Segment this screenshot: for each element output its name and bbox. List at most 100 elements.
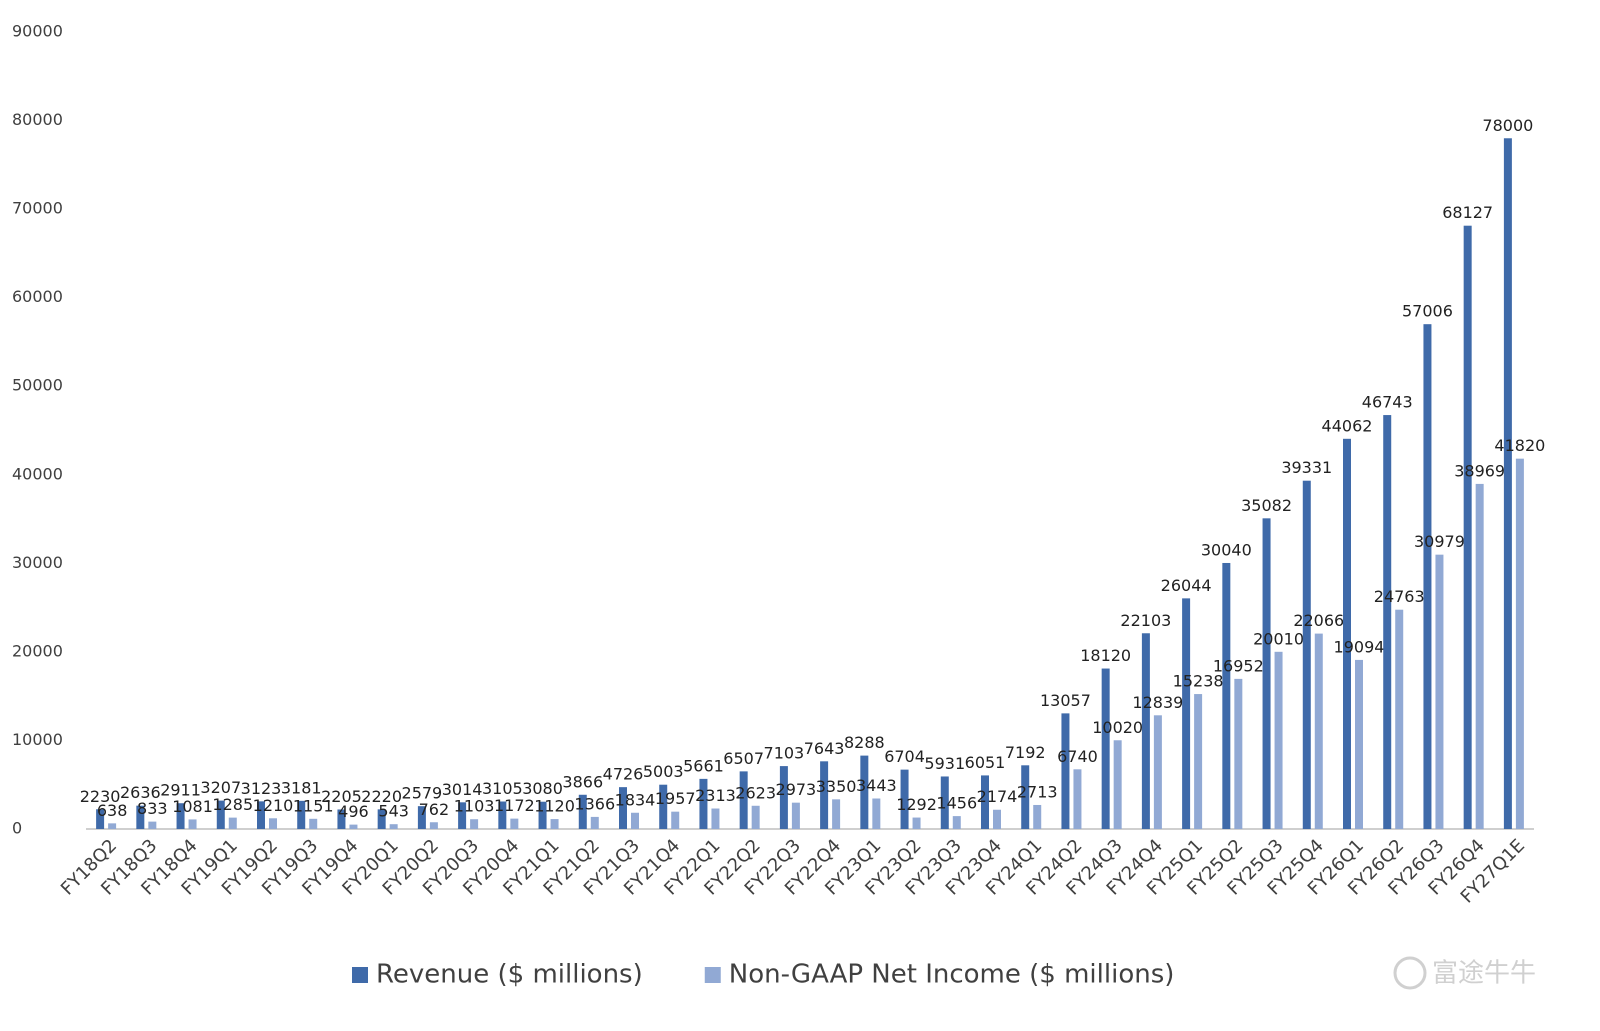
value-label: 3866 [562,772,603,791]
value-label: 3443 [856,776,897,795]
value-label: 543 [378,802,409,821]
value-label: 1456 [936,794,977,813]
value-label: 39331 [1281,458,1332,477]
watermark-text: 富途牛牛 [1432,959,1536,989]
value-label: 7103 [764,744,805,763]
value-label: 5003 [643,762,684,781]
value-label: 3014 [442,780,483,799]
value-label: 8288 [844,733,885,752]
value-label: 57006 [1402,302,1453,321]
value-label: 1210 [253,796,294,815]
value-label: 496 [338,802,369,821]
value-label: 1172 [494,796,535,815]
value-label: 1120 [534,797,575,816]
value-label: 6507 [723,749,764,768]
bar [417,806,426,829]
value-label: 16952 [1213,656,1264,675]
bar [981,775,989,829]
bar [337,809,346,829]
bar [377,809,386,829]
bar [1234,678,1243,829]
bar [309,818,318,829]
bar [389,824,398,829]
bar [1141,633,1150,829]
bar [699,778,708,829]
bar [791,802,800,829]
watermark: 富途牛牛 [1393,956,1536,990]
bar [498,801,507,829]
value-label: 4726 [603,765,644,784]
value-label: 638 [97,801,128,820]
bar [1423,324,1432,829]
value-label: 2579 [402,784,443,803]
value-label: 1292 [896,795,937,814]
bar [631,812,639,829]
bar [1274,651,1283,829]
bar [820,761,829,829]
value-label: 2636 [120,783,161,802]
value-label: 2623 [735,783,776,802]
bar [1463,225,1472,829]
bar [1021,765,1030,829]
value-label: 78000 [1482,116,1533,135]
value-label: 833 [137,799,168,818]
bar [1343,438,1351,829]
y-tick-label: 30000 [12,553,63,572]
bar [590,816,599,829]
value-label: 5931 [924,754,965,773]
value-label: 1285 [212,795,253,814]
value-label: 22103 [1120,611,1171,630]
value-label: 2313 [695,786,736,805]
value-label: 6051 [965,753,1006,772]
bar [1435,554,1444,829]
value-label: 15238 [1173,672,1224,691]
bar [1061,713,1070,829]
value-label: 6740 [1057,747,1098,766]
watermark-logo [1393,956,1427,990]
bar [216,800,225,829]
bar [1515,458,1524,829]
bar [578,794,587,829]
bar [952,816,961,829]
value-label: 5661 [683,756,724,775]
value-label: 1103 [454,797,495,816]
bar [619,787,627,829]
value-label: 35082 [1241,496,1292,515]
legend-label: Revenue ($ millions) [376,960,643,990]
value-label: 30040 [1201,540,1252,559]
y-tick-label: 50000 [12,376,63,395]
bar [188,819,197,829]
y-tick-label: 20000 [12,641,63,660]
bar [993,809,1001,829]
bar [1113,740,1122,829]
bar [108,823,117,829]
value-label: 2220 [361,787,402,806]
legend-swatch [352,967,368,983]
value-label: 26044 [1161,576,1212,595]
bar [1194,694,1203,829]
bar [659,784,668,829]
bar [1073,769,1082,829]
bar [510,818,519,829]
bar [228,817,237,829]
value-label: 3350 [816,777,857,796]
bar [1101,668,1110,829]
bar [349,824,358,829]
y-tick-label: 60000 [12,287,63,306]
value-label: 2205 [321,787,362,806]
value-label: 762 [419,800,450,819]
bar [1182,598,1191,829]
value-label: 46743 [1362,393,1413,412]
bar [912,817,921,829]
value-label: 1834 [615,790,656,809]
value-label: 18120 [1080,646,1131,665]
value-label: 3181 [281,778,322,797]
bar [940,776,949,829]
value-label: 24763 [1374,587,1425,606]
value-label: 6704 [884,747,925,766]
value-label: 22066 [1293,611,1344,630]
bar [1355,659,1363,829]
value-label: 2911 [160,781,201,800]
value-label: 2713 [1017,782,1058,801]
